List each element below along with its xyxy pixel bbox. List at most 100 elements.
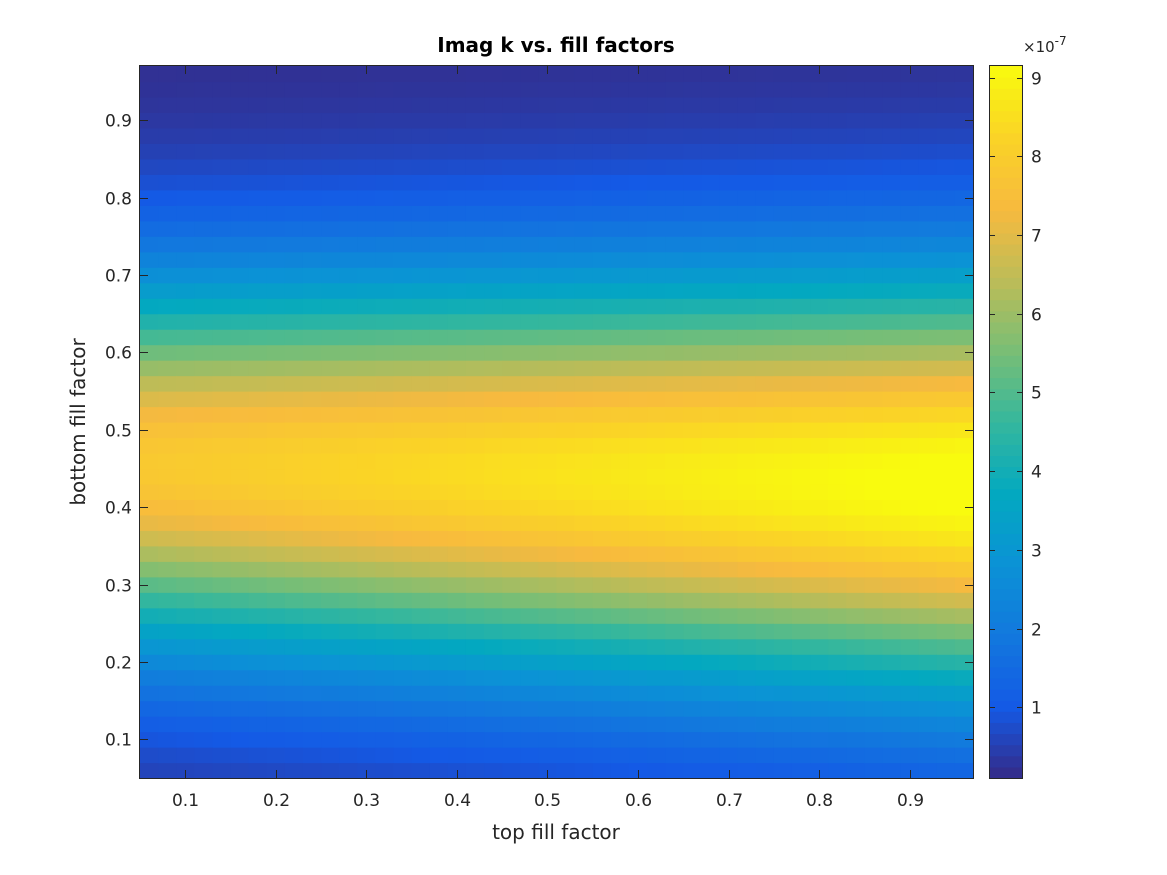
- heatmap-cell: [773, 685, 793, 702]
- heatmap-cell: [230, 344, 250, 361]
- heatmap-cell: [610, 391, 630, 408]
- heatmap-cell: [918, 576, 938, 593]
- heatmap-cell: [176, 406, 195, 423]
- heatmap-cell: [520, 452, 539, 470]
- x-tick-label: 0.8: [806, 791, 833, 811]
- heatmap-cell: [773, 127, 793, 144]
- heatmap-cell: [230, 360, 250, 377]
- heatmap-cell: [900, 360, 920, 377]
- heatmap-cell: [194, 329, 214, 346]
- heatmap-cell: [936, 530, 956, 547]
- heatmap-cell: [737, 592, 757, 609]
- heatmap-cell: [339, 189, 358, 206]
- heatmap-cell: [574, 669, 594, 686]
- heatmap-cell: [936, 96, 956, 114]
- heatmap-cell: [900, 514, 920, 531]
- heatmap-cell: [737, 762, 757, 779]
- heatmap-cell: [520, 669, 539, 686]
- heatmap-cell: [158, 251, 177, 268]
- heatmap-cell: [465, 483, 485, 500]
- heatmap-cell: [302, 360, 322, 377]
- heatmap-cell: [266, 220, 286, 237]
- heatmap-cell: [230, 514, 250, 531]
- heatmap-cell: [954, 422, 974, 439]
- heatmap-cell: [140, 638, 159, 655]
- heatmap-cell: [846, 468, 865, 485]
- heatmap-cell: [592, 205, 612, 222]
- heatmap-cell: [737, 623, 757, 640]
- heatmap-cell: [266, 96, 286, 114]
- heatmap-cell: [574, 251, 594, 268]
- x-tick-label: 0.3: [353, 791, 380, 811]
- heatmap-cell: [538, 251, 558, 268]
- heatmap-cell: [610, 220, 630, 237]
- heatmap-cell: [773, 96, 793, 114]
- heatmap-cell: [411, 762, 431, 779]
- heatmap-cell: [556, 576, 576, 593]
- heatmap-cell: [230, 638, 250, 655]
- heatmap-cell: [194, 298, 214, 315]
- heatmap-cell: [755, 298, 775, 315]
- heatmap-cell: [900, 422, 920, 439]
- heatmap-cell: [665, 220, 684, 237]
- heatmap-cell: [248, 313, 268, 330]
- heatmap-cell: [321, 437, 340, 454]
- heatmap-cell: [592, 251, 612, 268]
- heatmap-cell: [755, 236, 775, 253]
- heatmap-cell: [773, 220, 793, 237]
- heatmap-cell: [882, 607, 902, 624]
- heatmap-cell: [502, 762, 521, 779]
- heatmap-cell: [900, 298, 920, 315]
- heatmap-cell: [176, 313, 195, 330]
- heatmap-cell: [846, 685, 865, 702]
- heatmap-cell: [520, 267, 539, 284]
- heatmap-cell: [719, 592, 739, 609]
- heatmap-cell: [393, 282, 413, 299]
- heatmap-cell: [302, 313, 322, 330]
- heatmap-cell: [773, 437, 793, 454]
- heatmap-cell: [592, 236, 612, 253]
- heatmap-cell: [321, 514, 340, 531]
- heatmap-cell: [665, 66, 684, 83]
- heatmap-cell: [284, 731, 304, 748]
- heatmap-cell: [755, 623, 775, 640]
- heatmap-cell: [755, 313, 775, 330]
- heatmap-cell: [810, 561, 829, 578]
- heatmap-cell: [737, 406, 757, 423]
- heatmap-cell: [737, 685, 757, 702]
- heatmap-cell: [411, 344, 431, 361]
- heatmap-cell: [357, 360, 377, 377]
- colorbar-frame: [989, 65, 1023, 779]
- heatmap-cell: [755, 375, 775, 392]
- heatmap-cell: [447, 112, 467, 129]
- heatmap-cell: [556, 499, 576, 516]
- heatmap-cell: [484, 112, 503, 129]
- heatmap-cell: [954, 654, 974, 671]
- heatmap-cell: [484, 189, 503, 206]
- heatmap-cell: [791, 561, 811, 578]
- heatmap-cell: [140, 298, 159, 315]
- heatmap-cell: [465, 391, 485, 408]
- heatmap-cell: [737, 375, 757, 392]
- heatmap-cell: [882, 669, 902, 686]
- heatmap-cell: [954, 561, 974, 578]
- heatmap-cell: [610, 700, 630, 717]
- heatmap-cell: [773, 592, 793, 609]
- heatmap-cell: [520, 174, 539, 191]
- heatmap-cell: [447, 607, 467, 624]
- heatmap-cell: [194, 236, 214, 253]
- heatmap-cell: [954, 143, 974, 160]
- heatmap-cell: [411, 96, 431, 114]
- heatmap-cell: [302, 127, 322, 144]
- heatmap-cell: [773, 189, 793, 206]
- heatmap-cell: [864, 716, 884, 733]
- heatmap-cell: [647, 251, 666, 268]
- heatmap-cell: [918, 282, 938, 299]
- heatmap-cell: [882, 452, 902, 470]
- heatmap-cell: [737, 127, 757, 144]
- heatmap-cell: [393, 700, 413, 717]
- heatmap-cell: [393, 654, 413, 671]
- heatmap-cell: [647, 592, 666, 609]
- heatmap-cell: [683, 592, 702, 609]
- heatmap-cell: [755, 406, 775, 423]
